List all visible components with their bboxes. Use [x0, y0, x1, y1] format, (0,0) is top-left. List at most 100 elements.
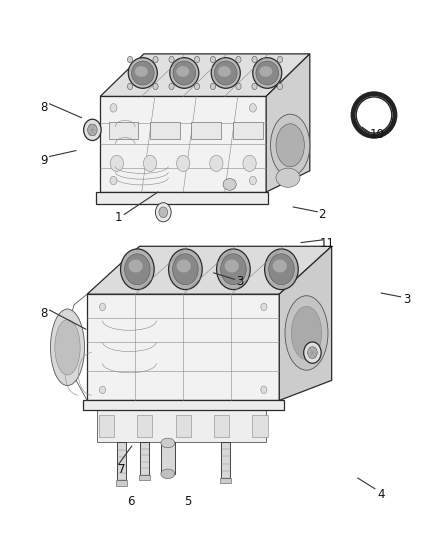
Circle shape	[127, 56, 133, 63]
Ellipse shape	[211, 58, 240, 88]
Bar	[252, 415, 268, 437]
Text: 1: 1	[115, 211, 122, 224]
Polygon shape	[100, 54, 310, 96]
Ellipse shape	[285, 296, 328, 370]
Text: 10: 10	[370, 128, 385, 141]
Circle shape	[236, 83, 241, 90]
Ellipse shape	[256, 61, 279, 85]
Circle shape	[88, 124, 97, 136]
Circle shape	[127, 83, 133, 90]
Text: 2: 2	[318, 208, 325, 221]
Ellipse shape	[276, 124, 304, 167]
Ellipse shape	[129, 260, 143, 272]
Text: 9: 9	[41, 154, 48, 167]
Bar	[214, 415, 230, 437]
Ellipse shape	[271, 114, 310, 176]
Bar	[233, 122, 263, 140]
Bar	[176, 415, 191, 437]
Circle shape	[307, 347, 317, 359]
Bar	[109, 122, 138, 140]
Bar	[97, 410, 266, 442]
Ellipse shape	[50, 309, 85, 385]
Bar	[221, 442, 230, 478]
Ellipse shape	[124, 254, 150, 285]
Ellipse shape	[253, 58, 282, 88]
Polygon shape	[87, 246, 332, 294]
Text: 6: 6	[127, 495, 134, 508]
Ellipse shape	[170, 58, 199, 88]
Bar	[220, 478, 231, 483]
Bar	[137, 415, 152, 437]
Ellipse shape	[218, 66, 231, 77]
Circle shape	[210, 155, 223, 172]
Text: 4: 4	[378, 488, 385, 500]
Ellipse shape	[223, 179, 236, 190]
Bar	[83, 400, 284, 410]
Bar	[191, 122, 221, 140]
Circle shape	[304, 342, 321, 364]
Bar	[117, 442, 126, 480]
Bar	[87, 294, 279, 400]
Ellipse shape	[265, 249, 298, 289]
Text: 8: 8	[41, 307, 48, 320]
Ellipse shape	[161, 438, 175, 448]
Ellipse shape	[291, 306, 321, 360]
Ellipse shape	[173, 254, 198, 285]
Circle shape	[143, 155, 157, 172]
Circle shape	[252, 56, 257, 63]
Circle shape	[210, 56, 215, 63]
Ellipse shape	[221, 254, 246, 285]
Circle shape	[84, 119, 101, 141]
Bar	[99, 415, 114, 437]
Text: 7: 7	[118, 463, 126, 476]
Circle shape	[155, 203, 171, 222]
Polygon shape	[279, 246, 332, 400]
Ellipse shape	[55, 320, 80, 375]
Bar	[150, 122, 180, 140]
Circle shape	[243, 155, 256, 172]
Circle shape	[153, 83, 158, 90]
Ellipse shape	[268, 254, 294, 285]
Bar	[141, 442, 149, 475]
Circle shape	[110, 176, 117, 185]
Circle shape	[110, 155, 124, 172]
Circle shape	[194, 83, 200, 90]
Ellipse shape	[120, 249, 154, 289]
Ellipse shape	[135, 66, 148, 77]
Text: 11: 11	[320, 237, 335, 249]
Ellipse shape	[273, 260, 287, 272]
Polygon shape	[266, 54, 310, 192]
Bar	[116, 480, 127, 486]
Ellipse shape	[131, 61, 154, 85]
Circle shape	[153, 56, 158, 63]
Ellipse shape	[177, 260, 191, 272]
Circle shape	[194, 56, 200, 63]
Ellipse shape	[173, 61, 196, 85]
Circle shape	[99, 303, 106, 311]
Circle shape	[159, 207, 168, 217]
Circle shape	[261, 303, 267, 311]
Bar	[161, 442, 175, 474]
Ellipse shape	[259, 66, 272, 77]
Ellipse shape	[161, 469, 175, 479]
Ellipse shape	[128, 58, 157, 88]
Text: 3: 3	[236, 275, 244, 288]
Text: 8: 8	[41, 101, 48, 114]
Text: 5: 5	[184, 495, 191, 508]
Ellipse shape	[225, 260, 239, 272]
Circle shape	[261, 386, 267, 393]
Circle shape	[277, 56, 283, 63]
Bar	[100, 96, 266, 192]
Circle shape	[236, 56, 241, 63]
Circle shape	[169, 56, 174, 63]
Text: 3: 3	[403, 293, 410, 306]
Bar	[139, 475, 150, 480]
Ellipse shape	[217, 249, 250, 289]
Circle shape	[249, 176, 256, 185]
Circle shape	[249, 103, 256, 112]
Ellipse shape	[169, 249, 202, 289]
Circle shape	[99, 386, 106, 393]
Ellipse shape	[177, 66, 189, 77]
Circle shape	[252, 83, 257, 90]
Circle shape	[169, 83, 174, 90]
